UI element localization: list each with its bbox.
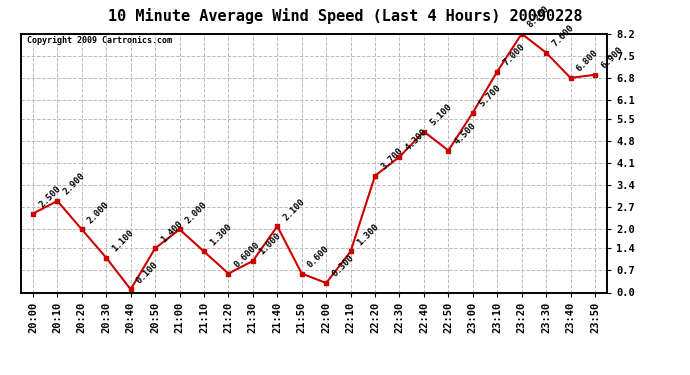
Text: 4.300: 4.300 [404,127,429,153]
Text: 10 Minute Average Wind Speed (Last 4 Hours) 20090228: 10 Minute Average Wind Speed (Last 4 Hou… [108,8,582,24]
Text: Copyright 2009 Cartronics.com: Copyright 2009 Cartronics.com [26,36,172,45]
Text: 6.900: 6.900 [599,45,624,70]
Text: 4.500: 4.500 [453,121,478,146]
Text: 1.400: 1.400 [159,219,185,244]
Text: 1.000: 1.000 [257,231,282,257]
Text: 5.700: 5.700 [477,83,502,108]
Text: 6.800: 6.800 [575,48,600,74]
Text: 1.300: 1.300 [208,222,233,247]
Text: 2.100: 2.100 [282,197,307,222]
Text: 7.000: 7.000 [502,42,526,68]
Text: 1.100: 1.100 [110,228,136,254]
Text: 0.100: 0.100 [135,260,160,285]
Text: 5.100: 5.100 [428,102,453,128]
Text: 7.600: 7.600 [550,23,575,48]
Text: 8.200: 8.200 [526,4,551,30]
Text: 2.000: 2.000 [86,200,111,225]
Text: 1.300: 1.300 [355,222,380,247]
Text: 2.000: 2.000 [184,200,209,225]
Text: 2.900: 2.900 [61,171,87,197]
Text: 3.700: 3.700 [380,146,404,172]
Text: 2.500: 2.500 [37,184,63,210]
Text: 0.6000: 0.6000 [233,240,262,269]
Text: 0.300: 0.300 [331,254,356,279]
Text: 0.600: 0.600 [306,244,331,269]
